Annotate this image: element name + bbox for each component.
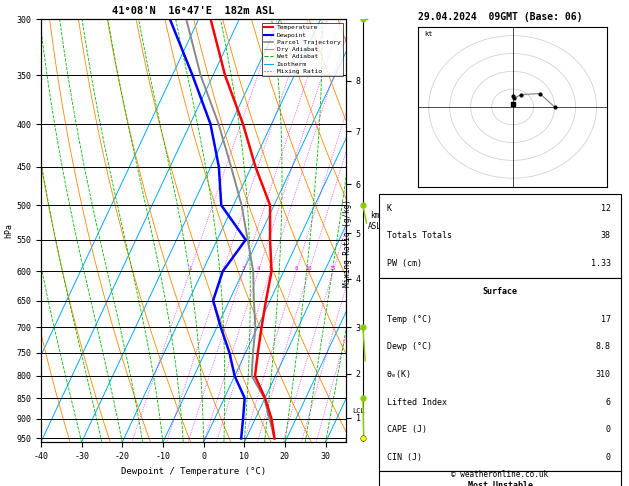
Text: K: K	[387, 204, 392, 213]
Text: Dewp (°C): Dewp (°C)	[387, 342, 432, 351]
Text: 38: 38	[601, 231, 611, 241]
Text: 8.8: 8.8	[596, 342, 611, 351]
Text: 1.33: 1.33	[591, 259, 611, 268]
Text: θₑ(K): θₑ(K)	[387, 370, 412, 379]
Text: 10: 10	[306, 266, 312, 271]
Text: © weatheronline.co.uk: © weatheronline.co.uk	[452, 469, 548, 479]
Text: CAPE (J): CAPE (J)	[387, 425, 427, 434]
Y-axis label: hPa: hPa	[4, 224, 13, 238]
Legend: Temperature, Dewpoint, Parcel Trajectory, Dry Adiabat, Wet Adiabat, Isotherm, Mi: Temperature, Dewpoint, Parcel Trajectory…	[262, 22, 343, 76]
Text: Totals Totals: Totals Totals	[387, 231, 452, 241]
Text: LCL: LCL	[352, 408, 365, 414]
Text: Most Unstable: Most Unstable	[467, 481, 533, 486]
Text: 12: 12	[601, 204, 611, 213]
Text: 3: 3	[242, 266, 245, 271]
Text: CIN (J): CIN (J)	[387, 453, 422, 462]
Text: 8: 8	[294, 266, 298, 271]
Text: 0: 0	[606, 453, 611, 462]
Text: 29.04.2024  09GMT (Base: 06): 29.04.2024 09GMT (Base: 06)	[418, 12, 582, 22]
Text: 17: 17	[601, 314, 611, 324]
Bar	[379, 471, 621, 486]
Text: Temp (°C): Temp (°C)	[387, 314, 432, 324]
Text: 2: 2	[221, 266, 225, 271]
Text: 4: 4	[257, 266, 260, 271]
Text: 5: 5	[269, 266, 272, 271]
Text: 6: 6	[606, 398, 611, 407]
Bar	[379, 278, 621, 471]
Y-axis label: km
ASL: km ASL	[367, 211, 382, 231]
Text: Surface: Surface	[482, 287, 518, 296]
Text: PW (cm): PW (cm)	[387, 259, 422, 268]
Bar	[379, 194, 621, 278]
X-axis label: Dewpoint / Temperature (°C): Dewpoint / Temperature (°C)	[121, 467, 266, 475]
Text: 1: 1	[188, 266, 192, 271]
Text: kt: kt	[425, 31, 433, 36]
Title: 41°08'N  16°47'E  182m ASL: 41°08'N 16°47'E 182m ASL	[112, 6, 275, 16]
Text: Lifted Index: Lifted Index	[387, 398, 447, 407]
Text: 15: 15	[330, 266, 337, 271]
Text: 0: 0	[606, 425, 611, 434]
Text: Mixing Ratio (g/kg): Mixing Ratio (g/kg)	[343, 199, 352, 287]
Text: 310: 310	[596, 370, 611, 379]
